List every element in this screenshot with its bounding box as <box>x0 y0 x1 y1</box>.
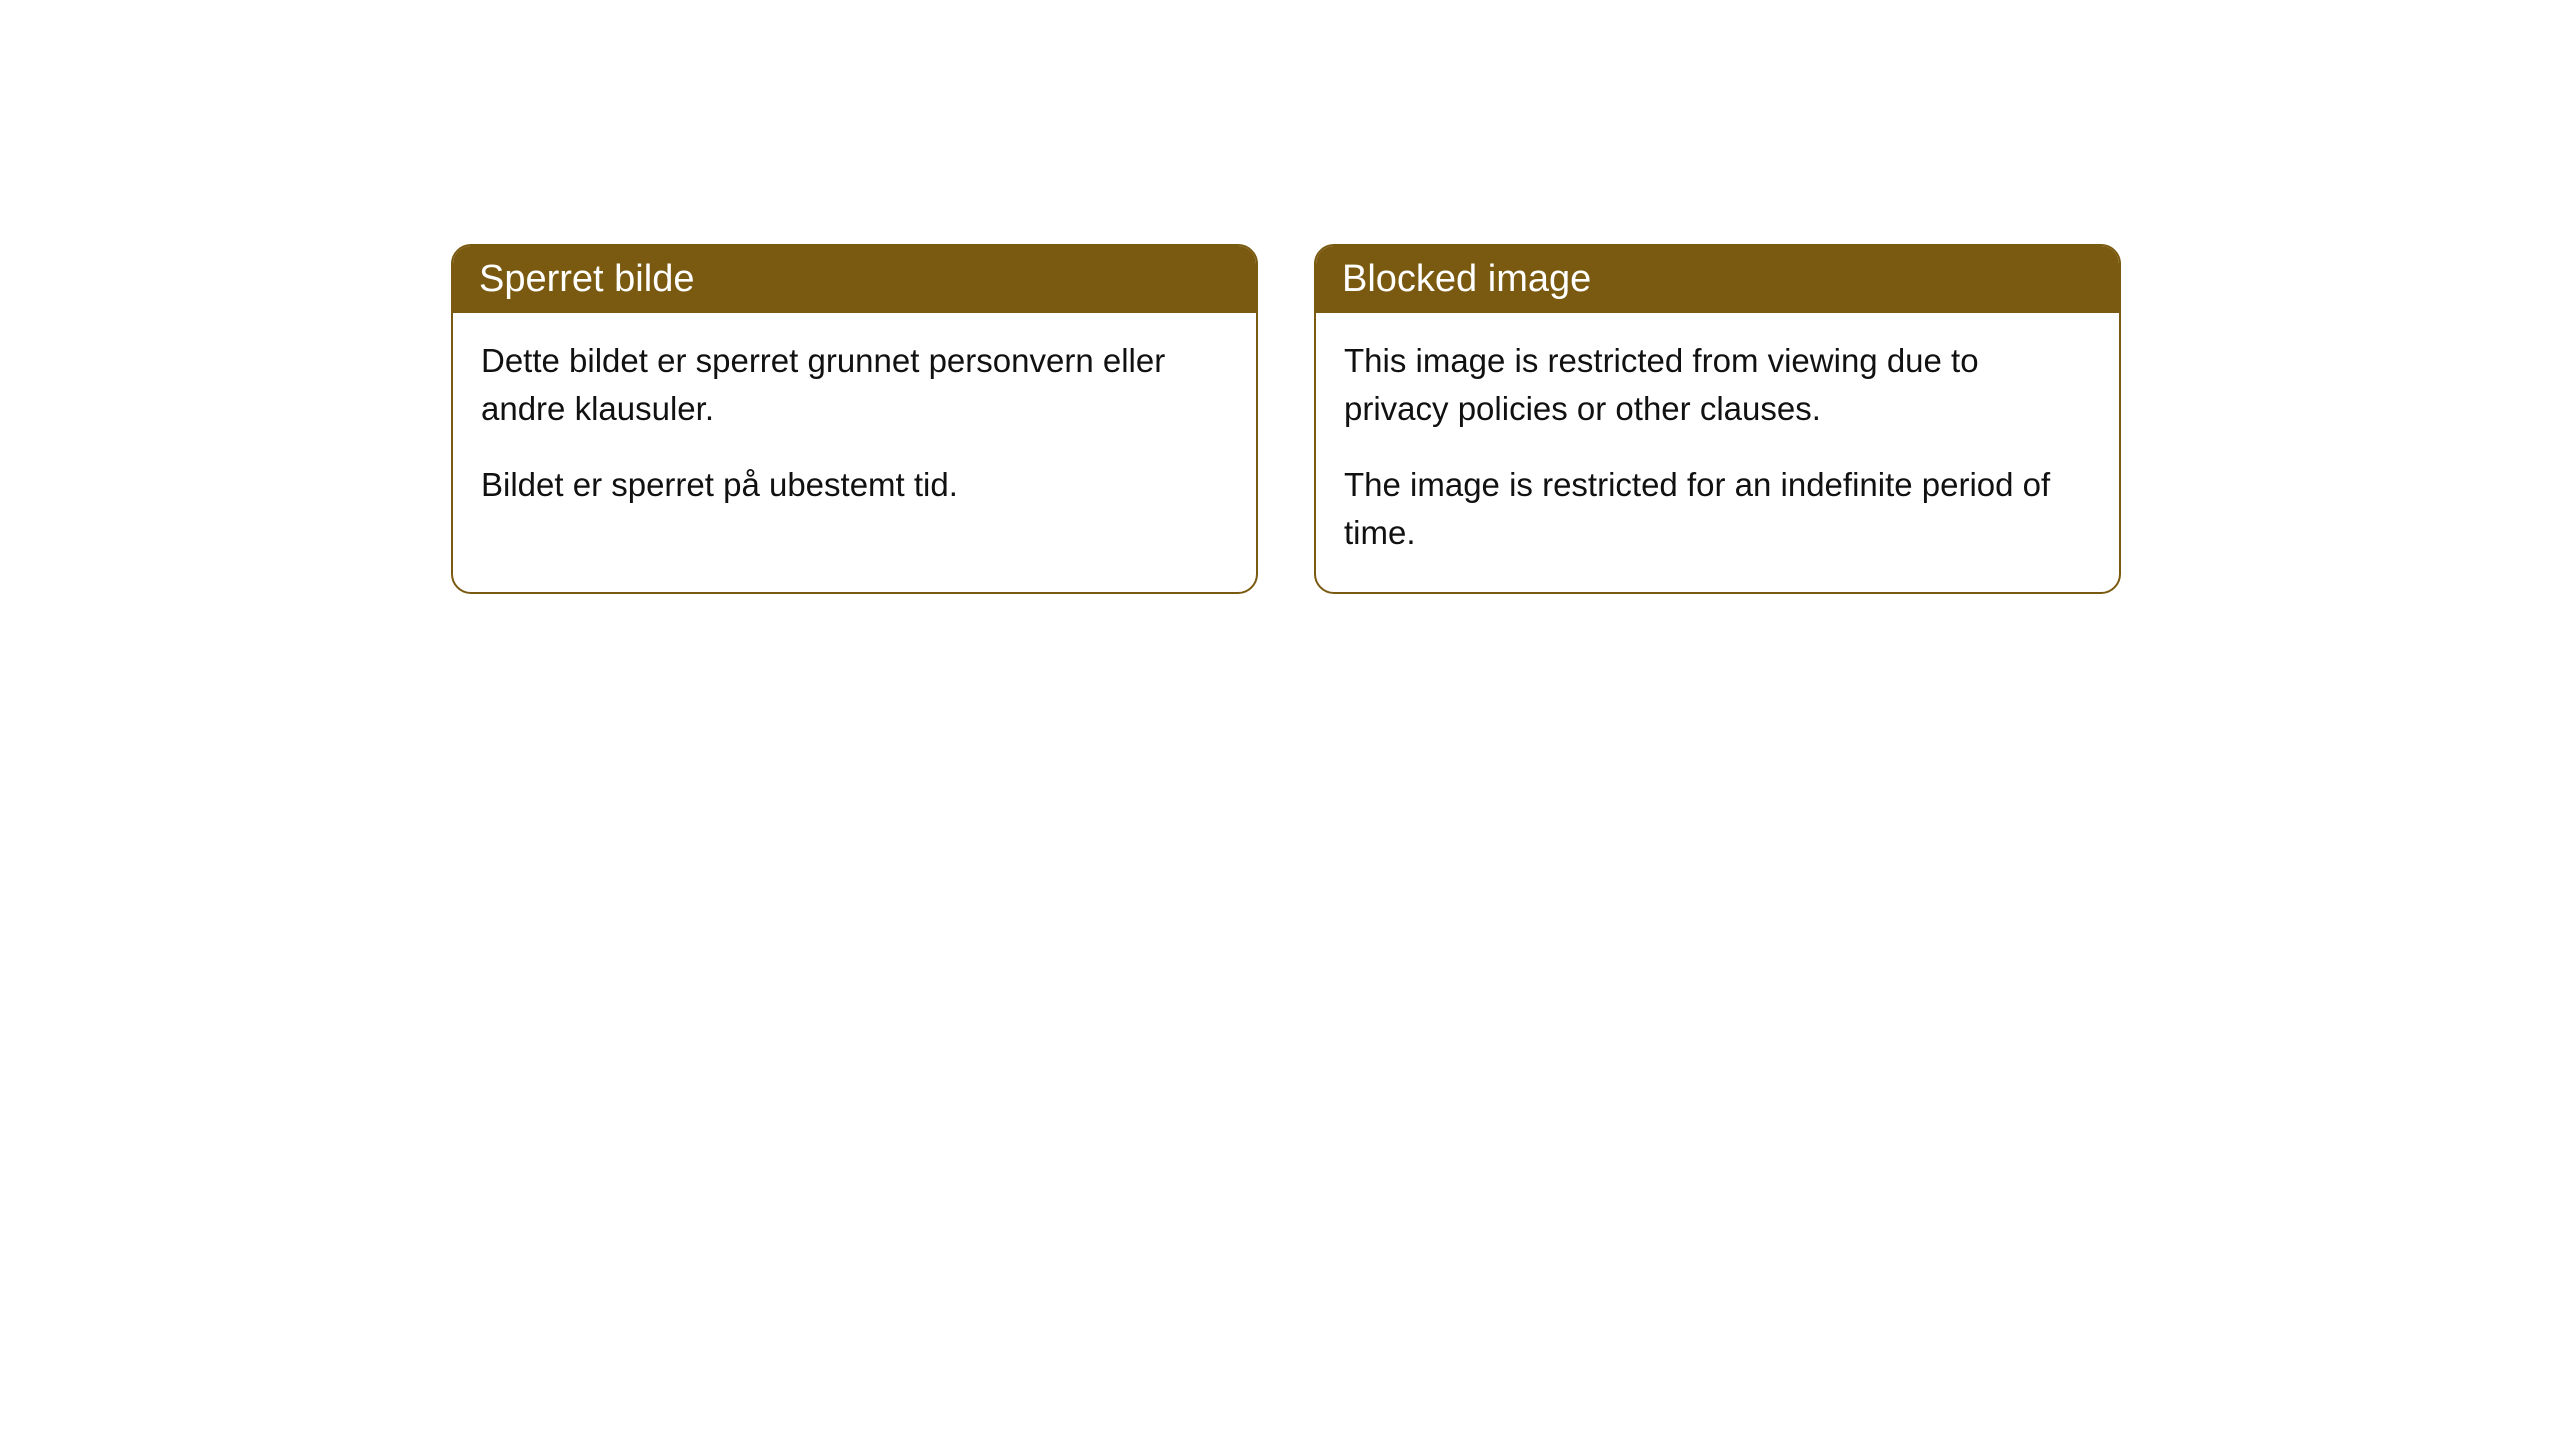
notice-paragraph: This image is restricted from viewing du… <box>1344 337 2091 433</box>
notice-body-no: Dette bildet er sperret grunnet personve… <box>453 313 1256 545</box>
notice-card-no: Sperret bilde Dette bildet er sperret gr… <box>451 244 1258 594</box>
notice-container: Sperret bilde Dette bildet er sperret gr… <box>0 0 2560 594</box>
notice-paragraph: Dette bildet er sperret grunnet personve… <box>481 337 1228 433</box>
notice-title-en: Blocked image <box>1316 246 2119 313</box>
notice-body-en: This image is restricted from viewing du… <box>1316 313 2119 592</box>
notice-paragraph: The image is restricted for an indefinit… <box>1344 461 2091 557</box>
notice-paragraph: Bildet er sperret på ubestemt tid. <box>481 461 1228 509</box>
notice-card-en: Blocked image This image is restricted f… <box>1314 244 2121 594</box>
notice-title-no: Sperret bilde <box>453 246 1256 313</box>
